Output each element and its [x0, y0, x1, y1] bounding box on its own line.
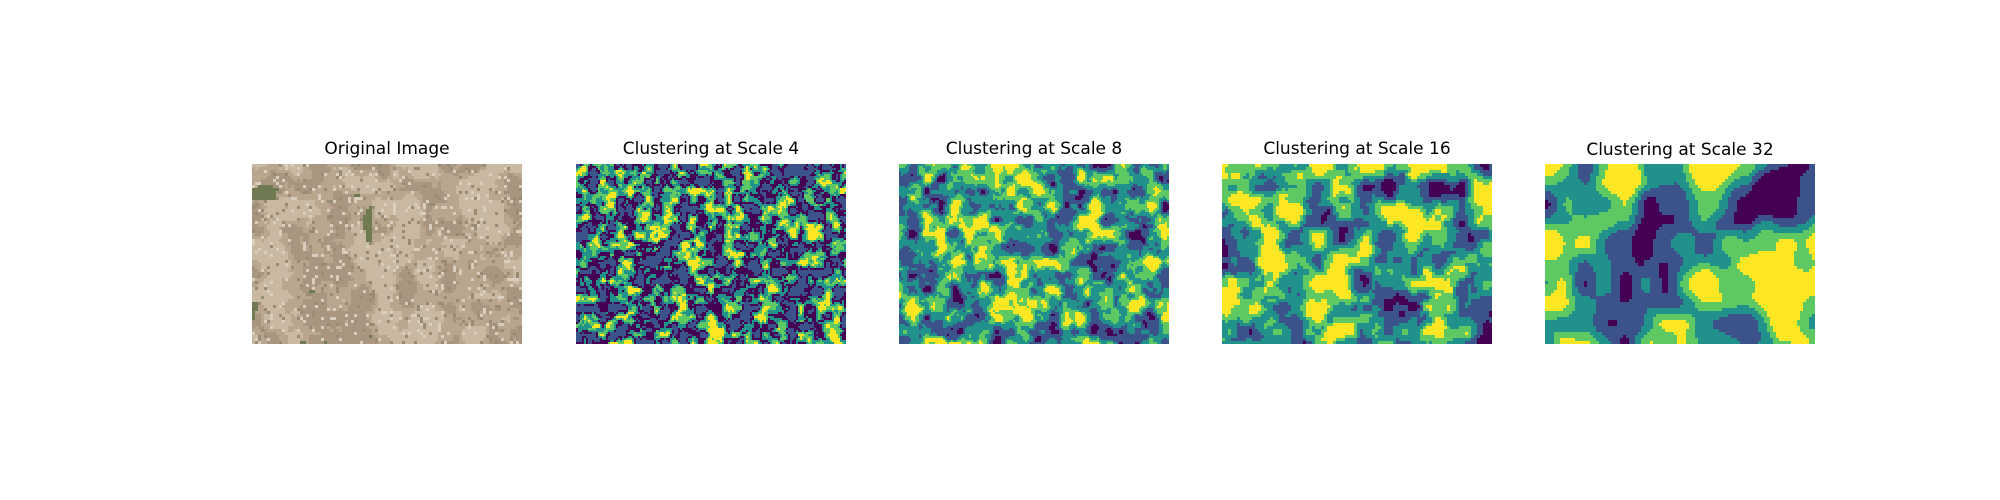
panel-title: Clustering at Scale 16	[1263, 139, 1451, 159]
panel-title: Clustering at Scale 4	[622, 139, 800, 159]
panel-title: Clustering at Scale 32	[1586, 140, 1774, 160]
panel-title: Original Image	[324, 139, 450, 159]
cluster-map-scale-8	[899, 164, 1169, 344]
cluster-map-scale-16	[1222, 164, 1492, 344]
cluster-map-scale-32	[1545, 164, 1815, 344]
original-image	[252, 164, 522, 344]
panel-title: Clustering at Scale 8	[945, 139, 1123, 159]
cluster-map-scale-4	[576, 164, 846, 344]
